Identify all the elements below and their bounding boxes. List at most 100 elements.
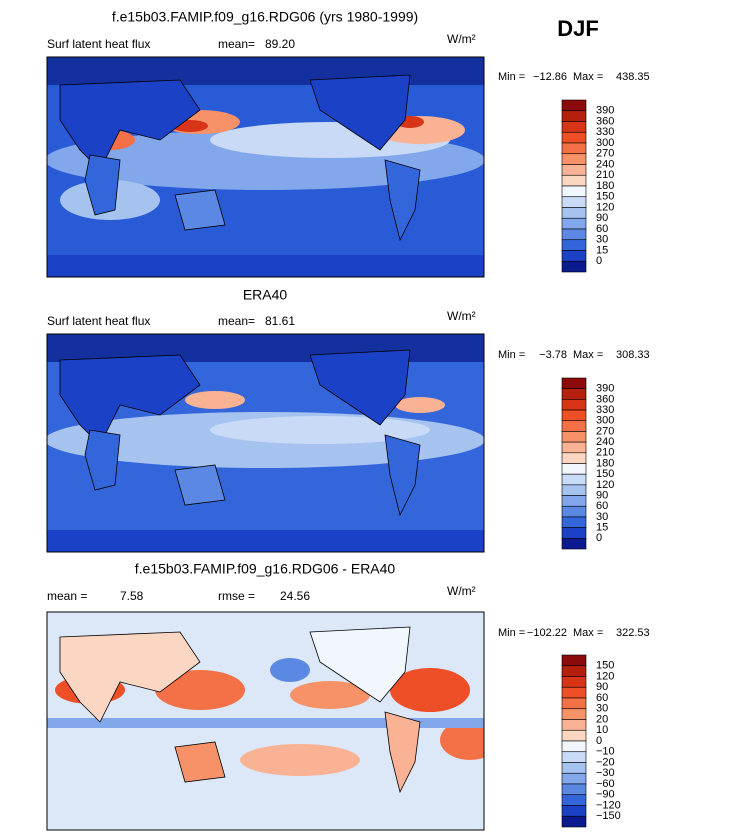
colorbar-label: 120 <box>596 201 614 213</box>
colorbar-box <box>561 174 587 187</box>
colorbar-box <box>561 495 587 507</box>
season-label: DJF <box>557 16 599 41</box>
colorbar-box <box>561 665 587 677</box>
colorbar-label: 60 <box>596 223 608 235</box>
colorbar-box <box>561 751 587 763</box>
colorbar-box <box>561 228 587 241</box>
colorbar-label: −60 <box>596 778 615 790</box>
colorbar-label: 360 <box>596 393 614 405</box>
field-label: mean = <box>47 589 87 603</box>
max-label: Max = <box>573 71 603 83</box>
field-label: Surf latent heat flux <box>47 37 150 51</box>
colorbar-label: 180 <box>596 180 614 192</box>
colorbar-box <box>561 484 587 496</box>
colorbar-box <box>561 815 587 828</box>
colorbar-box <box>561 686 587 699</box>
colorbar-label: 270 <box>596 148 614 160</box>
colorbar-box <box>561 207 587 219</box>
colorbar-box <box>561 239 587 251</box>
colorbar-label: 30 <box>596 703 608 715</box>
map-difference <box>47 612 484 830</box>
colorbar-label: 120 <box>596 670 614 682</box>
colorbar-label: 30 <box>596 234 608 246</box>
min-value: −102.22 <box>527 627 567 639</box>
colorbar-label: 0 <box>596 735 602 747</box>
colorbar-box <box>561 420 587 432</box>
colorbar-box <box>561 142 587 155</box>
colorbar-label: 15 <box>596 522 608 534</box>
colorbar-box <box>561 762 587 774</box>
colorbar-box <box>561 783 587 796</box>
colorbar-box <box>561 473 587 486</box>
stat-label: mean= <box>218 37 255 51</box>
stat-label: rmse = <box>218 589 255 603</box>
max-value: 322.53 <box>616 627 650 639</box>
stat-label: mean= <box>218 314 255 328</box>
colorbar-label: 60 <box>596 692 608 704</box>
panel-title: f.e15b03.FAMIP.f09_g16.RDG06 - ERA40 <box>135 561 396 577</box>
colorbar-box <box>561 131 587 144</box>
colorbar-label: 0 <box>596 532 602 544</box>
colorbar-box <box>561 697 587 710</box>
stat-value: 81.61 <box>265 314 295 328</box>
colorbar-label: −120 <box>596 799 621 811</box>
colorbar-box <box>561 250 587 262</box>
colorbar-label: 330 <box>596 126 614 138</box>
colorbar-label: 210 <box>596 169 614 181</box>
colorbar-label: 120 <box>596 479 614 491</box>
stat-value: 24.56 <box>280 589 310 603</box>
colorbar-label: 360 <box>596 115 614 127</box>
max-value: 438.35 <box>616 71 650 83</box>
min-value: −12.86 <box>533 71 567 83</box>
field-label: Surf latent heat flux <box>47 314 150 328</box>
colorbar-box <box>561 505 587 518</box>
colorbar-box <box>561 463 587 475</box>
colorbar-label: 390 <box>596 105 614 117</box>
colorbar-box <box>561 377 587 389</box>
colorbar-label: 180 <box>596 457 614 469</box>
colorbar-box <box>561 516 587 528</box>
colorbar-label: 330 <box>596 404 614 416</box>
colorbar-box <box>561 794 587 806</box>
colorbar-label: 150 <box>596 660 614 672</box>
colorbar-label: −90 <box>596 789 615 801</box>
units: W/m² <box>447 309 476 323</box>
colorbar-label: −30 <box>596 767 615 779</box>
colorbar-label: 90 <box>596 681 608 693</box>
panel-title: f.e15b03.FAMIP.f09_g16.RDG06 (yrs 1980-1… <box>112 9 418 25</box>
colorbar-box <box>561 185 587 198</box>
max-value: 308.33 <box>616 349 650 361</box>
colorbar-label: 150 <box>596 191 614 203</box>
max-label: Max = <box>573 627 603 639</box>
colorbar-box <box>561 654 587 667</box>
colorbar-label: 90 <box>596 489 608 501</box>
colorbar-label: 30 <box>596 511 608 523</box>
colorbar-box <box>561 538 587 550</box>
panel-title: ERA40 <box>243 287 288 303</box>
colorbar-box <box>561 260 587 273</box>
colorbar-label: 270 <box>596 425 614 437</box>
colorbar-label: −150 <box>596 810 621 822</box>
colorbar-box <box>561 399 587 411</box>
colorbar-label: 150 <box>596 468 614 480</box>
colorbar-label: 60 <box>596 500 608 512</box>
map-frame <box>46 333 485 553</box>
colorbar-box <box>561 441 587 454</box>
colorbar-box <box>561 452 587 464</box>
colorbar-label: 390 <box>596 383 614 395</box>
colorbar-label: −10 <box>596 746 615 758</box>
colorbar-label: 240 <box>596 158 614 170</box>
map-frame <box>46 611 485 831</box>
colorbar-label: 20 <box>596 713 608 725</box>
units: W/m² <box>447 584 476 598</box>
colorbar-box <box>561 409 587 422</box>
colorbar-box <box>561 99 587 112</box>
units: W/m² <box>447 32 476 46</box>
min-label: Min = <box>498 349 525 361</box>
colorbar-label: −20 <box>596 756 615 768</box>
colorbar-box <box>561 740 587 753</box>
colorbar-box <box>561 708 587 720</box>
min-label: Min = <box>498 627 525 639</box>
colorbar-label: 0 <box>596 255 602 267</box>
colorbar-box <box>561 772 587 785</box>
